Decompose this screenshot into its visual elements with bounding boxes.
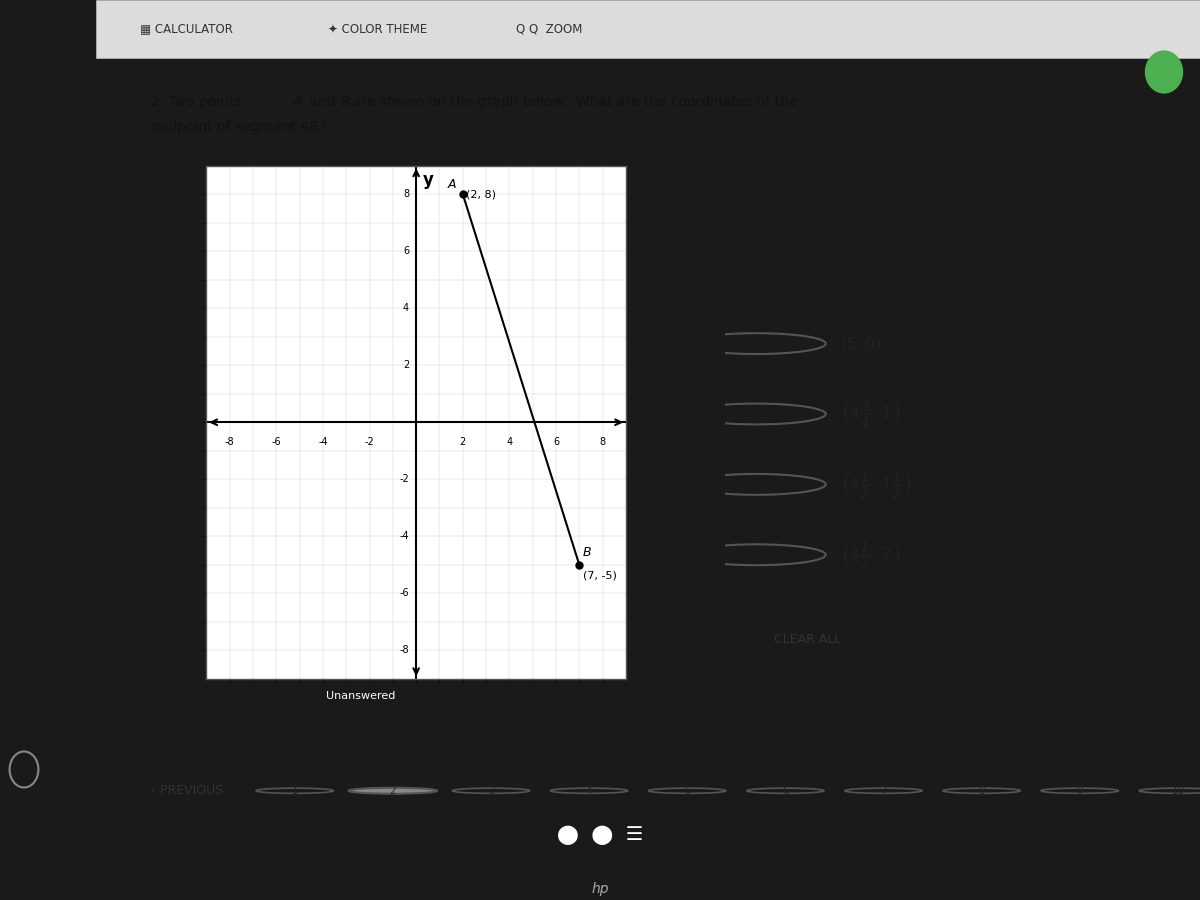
- Text: 8: 8: [403, 189, 409, 199]
- Text: ✦ COLOR THEME: ✦ COLOR THEME: [328, 22, 427, 35]
- Text: $\left(4\dfrac{3}{4},\,1\right)$: $\left(4\dfrac{3}{4},\,1\right)$: [841, 398, 901, 430]
- Circle shape: [349, 788, 437, 794]
- Text: 6: 6: [782, 786, 788, 796]
- Text: $(5, 0)$: $(5, 0)$: [841, 335, 881, 353]
- Text: 10: 10: [1171, 786, 1184, 796]
- Text: Q Q  ZOOM: Q Q ZOOM: [516, 22, 582, 35]
- Text: $\left(4\dfrac{1}{2},\,1\dfrac{1}{2}\right)$: $\left(4\dfrac{1}{2},\,1\dfrac{1}{2}\rig…: [841, 468, 912, 501]
- Text: 8: 8: [978, 786, 985, 796]
- Text: A: A: [293, 95, 302, 109]
- Text: are shown on the graph below.  What are the coordinates of the: are shown on the graph below. What are t…: [353, 95, 798, 109]
- Text: 6: 6: [403, 247, 409, 256]
- Text: -8: -8: [400, 645, 409, 655]
- Text: $\left(4\dfrac{1}{2},\,2\right)$: $\left(4\dfrac{1}{2},\,2\right)$: [841, 538, 901, 572]
- Text: B: B: [341, 95, 350, 109]
- Text: ▦ CALCULATOR: ▦ CALCULATOR: [140, 22, 233, 35]
- Text: and: and: [305, 95, 340, 109]
- Text: 2. Two points: 2. Two points: [151, 95, 246, 109]
- Text: Unanswered: Unanswered: [326, 690, 396, 700]
- Text: 8: 8: [600, 436, 606, 446]
- Text: -6: -6: [400, 589, 409, 598]
- Text: 5: 5: [684, 786, 690, 796]
- Text: midpoint of segment AB?: midpoint of segment AB?: [151, 120, 326, 134]
- Circle shape: [1145, 50, 1183, 94]
- Text: (7, -5): (7, -5): [583, 571, 617, 580]
- Text: B: B: [583, 546, 592, 559]
- Text: -2: -2: [400, 474, 409, 484]
- Text: 4: 4: [403, 303, 409, 313]
- Text: -8: -8: [224, 436, 234, 446]
- Text: -6: -6: [271, 436, 281, 446]
- Text: (2, 8): (2, 8): [467, 189, 497, 199]
- Text: 2: 2: [390, 786, 396, 796]
- Text: 2: 2: [460, 436, 466, 446]
- FancyBboxPatch shape: [96, 0, 1200, 58]
- Text: A: A: [448, 178, 456, 192]
- Text: 4: 4: [586, 786, 593, 796]
- Text: 2: 2: [403, 360, 409, 370]
- Text: y: y: [424, 171, 434, 189]
- Text: ⬤  ⬤  ☰: ⬤ ⬤ ☰: [557, 825, 643, 845]
- Text: -4: -4: [400, 531, 409, 542]
- Text: 4: 4: [506, 436, 512, 446]
- Text: hp: hp: [592, 882, 608, 896]
- Text: 3: 3: [487, 786, 494, 796]
- Text: CLEAR ALL: CLEAR ALL: [774, 634, 841, 646]
- Text: -4: -4: [318, 436, 328, 446]
- Text: 6: 6: [553, 436, 559, 446]
- Text: -2: -2: [365, 436, 374, 446]
- Text: 7: 7: [881, 786, 887, 796]
- Text: 9: 9: [1076, 786, 1084, 796]
- Text: ‹ PREVIOUS: ‹ PREVIOUS: [151, 784, 223, 797]
- Text: 1: 1: [292, 786, 298, 796]
